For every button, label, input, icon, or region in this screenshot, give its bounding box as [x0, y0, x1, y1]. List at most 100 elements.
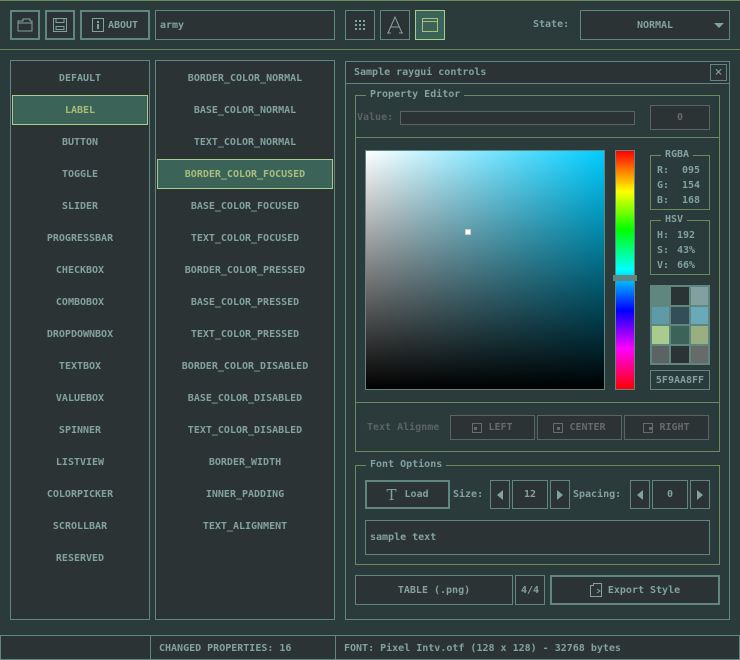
control-list-item[interactable]: VALUEBOX [55, 392, 105, 404]
property-list-item[interactable]: TEXT_COLOR_DISABLED [187, 424, 303, 436]
open-button[interactable] [10, 10, 40, 40]
size-value[interactable]: 12 [512, 480, 548, 509]
color-swatch[interactable] [690, 345, 708, 363]
control-list-item[interactable]: TEXTBOX [58, 360, 102, 372]
sample-window: Sample raygui controls × [345, 61, 730, 620]
size-decrease-button[interactable] [490, 480, 510, 509]
b-label: B: [657, 195, 670, 206]
align-right-button[interactable]: RIGHT [624, 415, 709, 440]
font-info-text: FONT: Pixel Intv.otf (128 x 128) - 32768… [344, 643, 621, 654]
property-list-item[interactable]: BORDER_COLOR_DISABLED [181, 360, 309, 372]
control-list-item[interactable]: TOGGLE [61, 168, 99, 180]
properties-list[interactable]: BORDER_COLOR_NORMAL BASE_COLOR_NORMAL TEXT… [155, 60, 335, 620]
toolbar [0, 0, 740, 50]
h-label: H: [657, 230, 670, 241]
control-list-item[interactable]: SCROLLBAR [52, 520, 108, 532]
sample-text-input[interactable]: sample text [365, 520, 710, 555]
rgba-title: RGBA [661, 149, 694, 160]
folder-icon [17, 18, 33, 32]
state-dropdown[interactable]: NORMAL [580, 10, 730, 40]
text-alignment-label: Text Alignme [367, 422, 440, 433]
value-button[interactable]: 0 [650, 105, 710, 130]
color-swatch[interactable] [652, 306, 670, 324]
close-button[interactable]: × [710, 64, 727, 81]
align-center-button[interactable]: CENTER [537, 415, 622, 440]
control-list-item[interactable]: COMBOBOX [55, 296, 105, 308]
control-list-item[interactable]: DEFAULT [58, 72, 102, 84]
property-list-item[interactable]: BASE_COLOR_PRESSED [190, 296, 300, 308]
v-label: V: [657, 260, 670, 271]
color-swatch[interactable] [652, 287, 670, 305]
text-icon: T [386, 485, 397, 504]
align-center-icon [553, 422, 564, 433]
property-list-item[interactable]: TEXT_ALIGNMENT [202, 520, 288, 532]
grid-button[interactable] [345, 10, 375, 40]
table-label: TABLE (.png) [397, 584, 471, 596]
control-list-item[interactable]: BUTTON [61, 136, 99, 148]
align-right-label: RIGHT [659, 422, 690, 433]
align-left-icon [472, 422, 483, 433]
control-list-item[interactable]: COLORPICKER [46, 488, 114, 500]
property-list-item[interactable]: BORDER_WIDTH [208, 456, 282, 468]
color-swatch[interactable] [671, 306, 689, 324]
style-name-input[interactable]: army [155, 10, 335, 40]
hex-input[interactable]: 5F9AA8FF [650, 370, 710, 390]
control-list-item[interactable]: LISTVIEW [55, 456, 105, 468]
property-list-item[interactable]: BASE_COLOR_NORMAL [193, 104, 297, 116]
color-selector-handle[interactable] [465, 228, 472, 235]
load-font-button[interactable]: T Load [365, 480, 450, 509]
property-list-item[interactable]: BORDER_COLOR_NORMAL [187, 72, 303, 84]
color-swatch[interactable] [652, 345, 670, 363]
control-list-item[interactable]: LABEL [12, 95, 148, 125]
property-list-item[interactable]: TEXT_COLOR_PRESSED [190, 328, 300, 340]
color-picker-panel[interactable] [365, 150, 605, 390]
window-toggle-button[interactable] [415, 10, 445, 40]
property-list-item[interactable]: TEXT_COLOR_NORMAL [193, 136, 297, 148]
font-options-group: Font Options [355, 459, 720, 565]
r-value: 095 [682, 165, 701, 176]
divider [356, 137, 719, 138]
font-button[interactable] [380, 10, 410, 40]
hue-bar[interactable] [615, 150, 635, 390]
control-list-item[interactable]: DROPDOWNBOX [46, 328, 114, 340]
color-swatch[interactable] [652, 326, 670, 344]
spacing-value[interactable]: 0 [652, 480, 688, 509]
spacing-label: Spacing: [573, 489, 622, 500]
value-input[interactable] [400, 111, 635, 125]
hue-slider-handle[interactable] [613, 275, 637, 281]
save-button[interactable] [45, 10, 75, 40]
size-value-text: 12 [523, 489, 537, 500]
page-indicator[interactable]: 4/4 [515, 575, 545, 605]
color-swatch[interactable] [671, 326, 689, 344]
color-swatch[interactable] [690, 326, 708, 344]
window-titlebar [346, 62, 729, 84]
property-list-item[interactable]: BORDER_COLOR_FOCUSED [157, 159, 333, 189]
changed-properties-text: CHANGED PROPERTIES: 16 [159, 643, 292, 654]
control-list-item[interactable]: CHECKBOX [55, 264, 105, 276]
status-changed: CHANGED PROPERTIES: 16 [150, 635, 336, 660]
color-swatch[interactable] [690, 287, 708, 305]
property-list-item[interactable]: BORDER_COLOR_PRESSED [184, 264, 306, 276]
color-swatch[interactable] [690, 306, 708, 324]
value-button-label: 0 [676, 112, 684, 123]
align-left-button[interactable]: LEFT [450, 415, 535, 440]
color-swatch[interactable] [671, 345, 689, 363]
spacing-increase-button[interactable] [690, 480, 710, 509]
about-button[interactable]: ABOUT [80, 10, 150, 40]
control-list-item[interactable]: SPINNER [58, 424, 102, 436]
color-swatch[interactable] [671, 287, 689, 305]
property-list-item[interactable]: TEXT_COLOR_FOCUSED [190, 232, 300, 244]
spacing-decrease-button[interactable] [630, 480, 650, 509]
size-increase-button[interactable] [550, 480, 570, 509]
export-style-button[interactable]: Export Style [550, 575, 720, 605]
table-png-button[interactable]: TABLE (.png) [355, 575, 513, 605]
property-list-item[interactable]: INNER_PADDING [205, 488, 285, 500]
property-list-item[interactable]: BASE_COLOR_DISABLED [187, 392, 303, 404]
control-list-item[interactable]: SLIDER [61, 200, 99, 212]
h-value: 192 [677, 230, 696, 241]
controls-list[interactable]: DEFAULT LABEL BUTTON TOGGLE SLIDER PROGRESSBA… [10, 60, 150, 620]
control-list-item[interactable]: RESERVED [55, 552, 105, 564]
state-label: State: [533, 19, 570, 30]
property-list-item[interactable]: BASE_COLOR_FOCUSED [190, 200, 300, 212]
control-list-item[interactable]: PROGRESSBAR [46, 232, 114, 244]
